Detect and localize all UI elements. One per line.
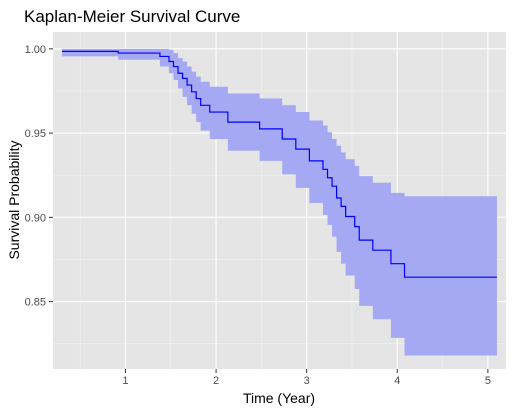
y-axis-title: Survival Probability bbox=[6, 140, 22, 259]
y-axis: 0.85 0.90 0.95 1.00 bbox=[25, 44, 53, 309]
x-tick-label: 3 bbox=[304, 375, 310, 387]
survival-curve bbox=[62, 50, 497, 278]
y-tick-label: 0.95 bbox=[25, 128, 46, 140]
survival-curve-layer bbox=[62, 50, 497, 278]
x-tick-label: 1 bbox=[122, 375, 128, 387]
x-tick-label: 4 bbox=[394, 375, 400, 387]
x-axis: 1 2 3 4 5 bbox=[122, 369, 491, 387]
y-tick-label: 1.00 bbox=[25, 44, 46, 56]
y-tick-label: 0.85 bbox=[25, 297, 46, 309]
y-tick-label: 0.90 bbox=[25, 212, 46, 224]
x-tick-label: 5 bbox=[485, 375, 491, 387]
x-axis-title: Time (Year) bbox=[243, 390, 315, 406]
chart-title: Kaplan-Meier Survival Curve bbox=[24, 7, 240, 26]
x-tick-label: 2 bbox=[213, 375, 219, 387]
confidence-band bbox=[62, 48, 497, 356]
confidence-band-layer bbox=[62, 48, 497, 356]
